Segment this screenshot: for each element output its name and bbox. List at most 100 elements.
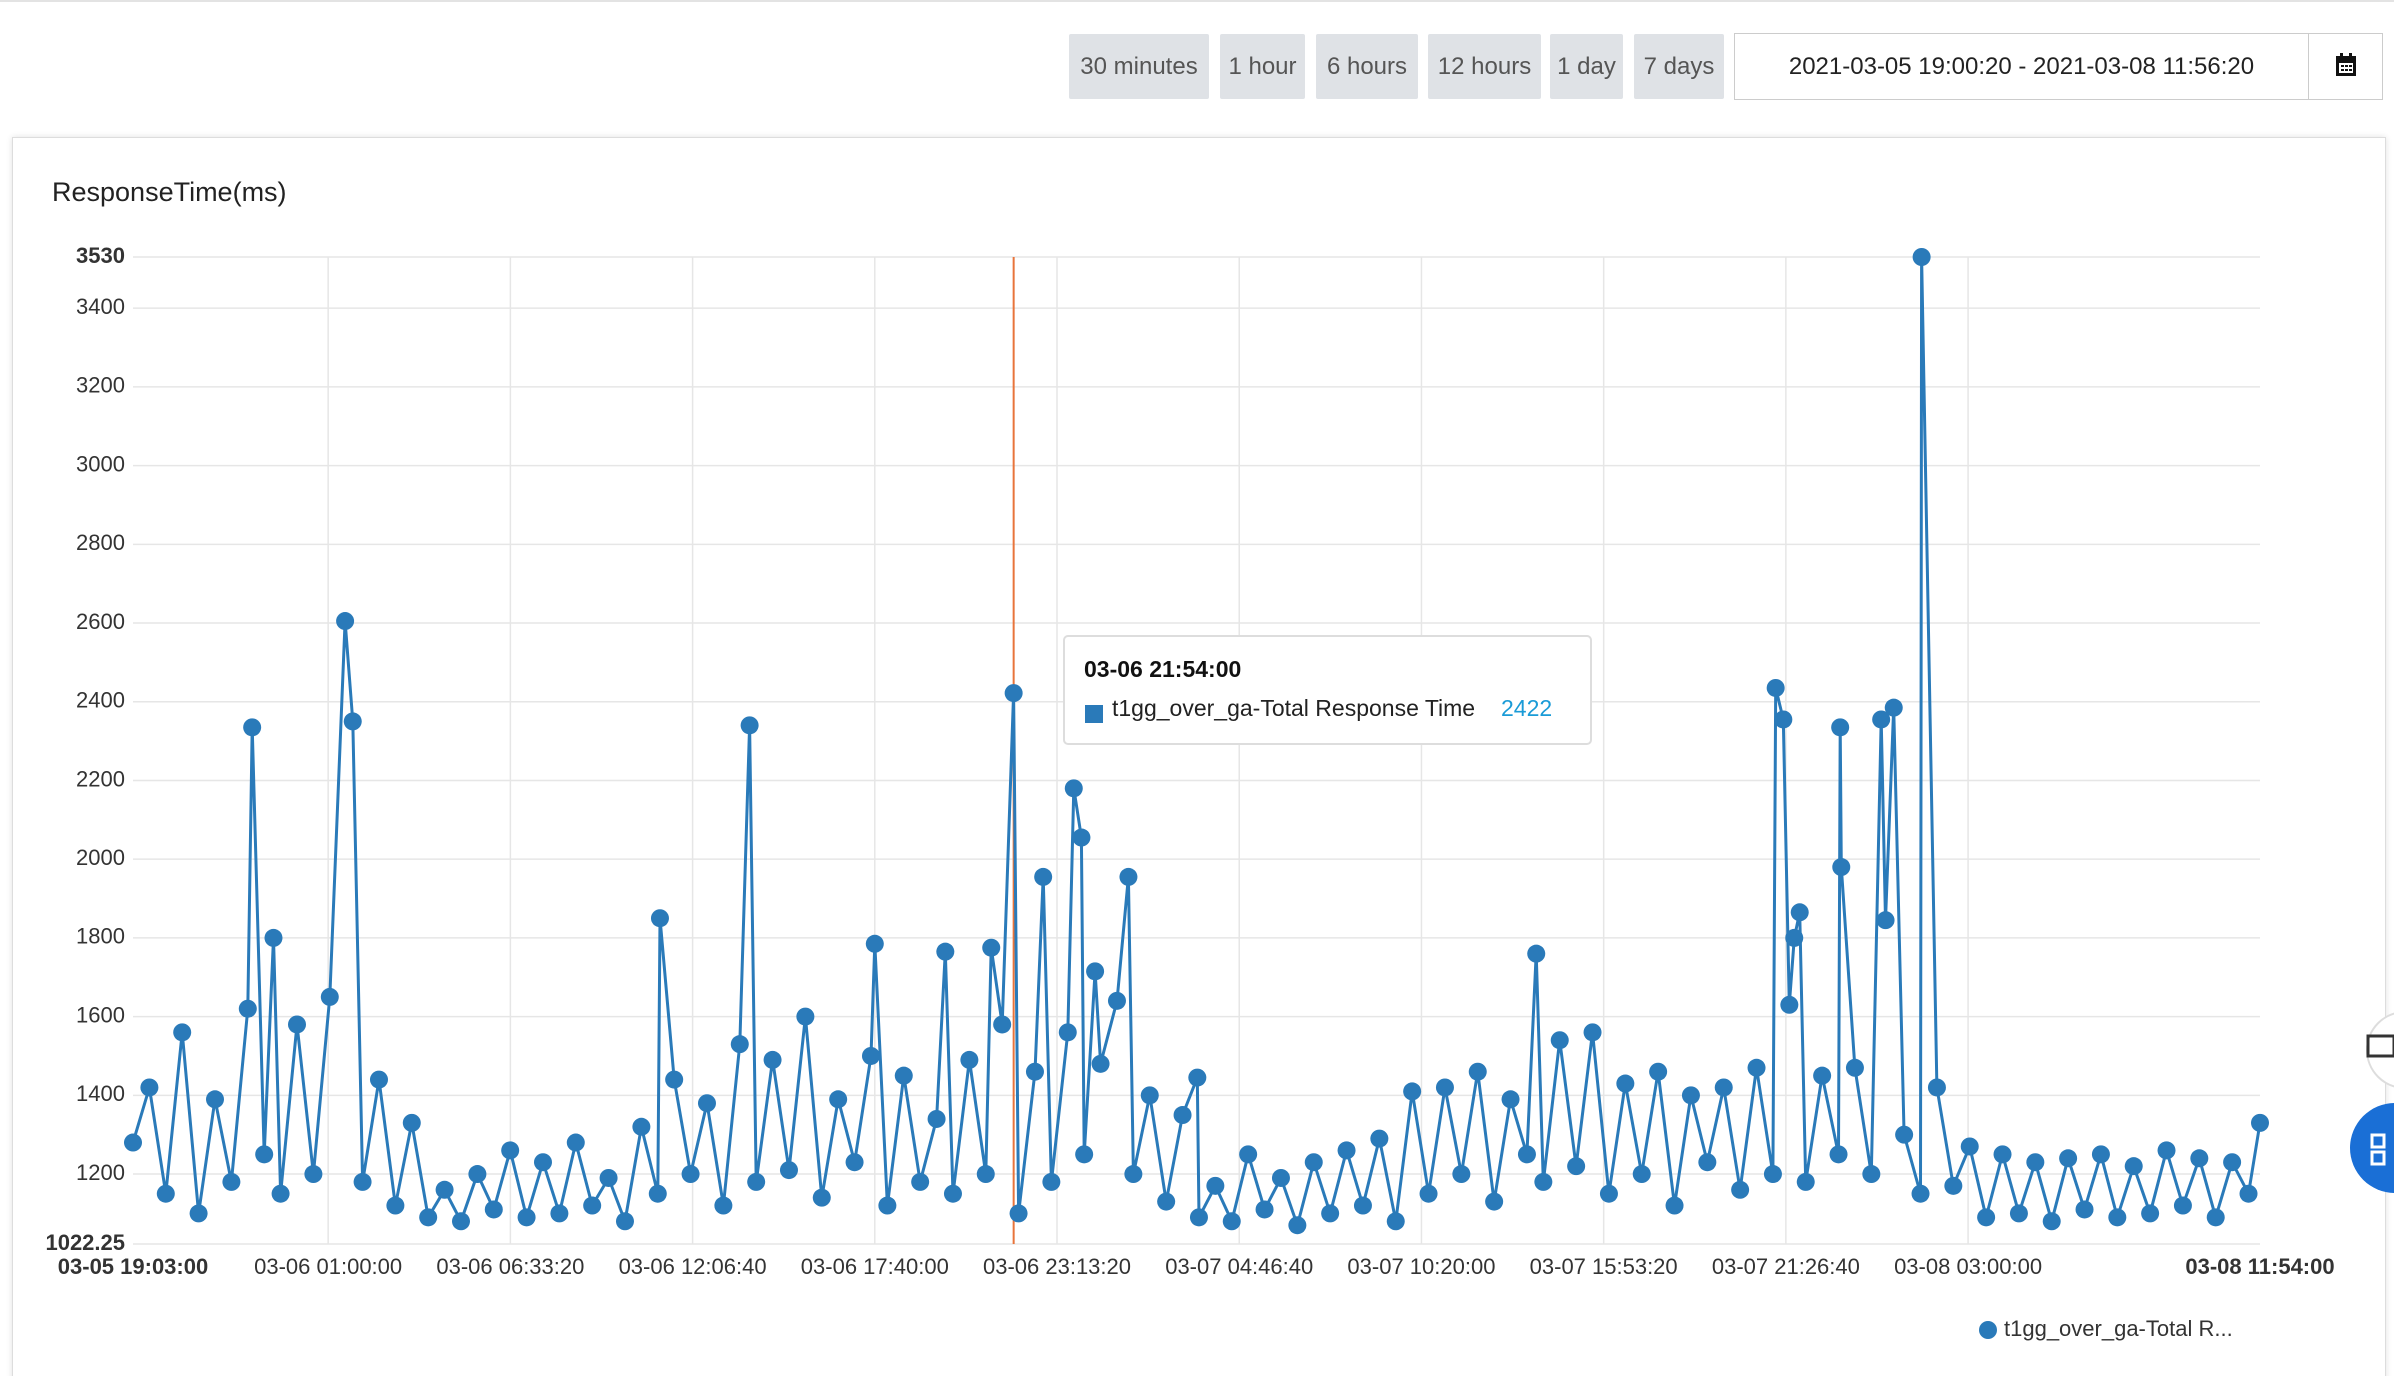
data-point [451, 1212, 470, 1231]
data-point [1419, 1184, 1438, 1203]
data-point [583, 1196, 602, 1215]
x-tick-label: 03-06 06:33:20 [436, 1254, 584, 1279]
data-point [386, 1196, 405, 1215]
range-button[interactable]: 7 days [1634, 34, 1724, 99]
data-point [1599, 1184, 1618, 1203]
data-point [2124, 1157, 2143, 1176]
y-tick-label: 1600 [76, 1002, 125, 1027]
range-button[interactable]: 1 hour [1220, 34, 1305, 99]
data-point [1714, 1078, 1733, 1097]
data-point [894, 1066, 913, 1085]
data-point [402, 1113, 421, 1132]
data-point [484, 1200, 503, 1219]
x-tick-label: 03-08 11:54:00 [2185, 1254, 2334, 1279]
data-point [1813, 1066, 1832, 1085]
chat-button[interactable] [2366, 1012, 2394, 1088]
data-point [615, 1212, 634, 1231]
data-point [936, 942, 955, 961]
data-point [336, 612, 355, 631]
chart-title: ResponseTime(ms) [52, 177, 287, 207]
data-point [156, 1184, 175, 1203]
data-point [205, 1090, 224, 1109]
x-tick-label: 03-05 19:03:00 [58, 1254, 208, 1279]
tooltip-box [1063, 635, 1592, 745]
data-point [1140, 1086, 1159, 1105]
data-point [681, 1165, 700, 1184]
data-point [243, 718, 262, 737]
y-tick-label: 1022.25 [45, 1230, 125, 1255]
data-point [1435, 1078, 1454, 1097]
y-tick-label: 2600 [76, 609, 125, 634]
range-button[interactable]: 12 hours [1428, 34, 1541, 99]
data-point [320, 987, 339, 1006]
y-tick-label: 2800 [76, 530, 125, 555]
y-tick-label: 1400 [76, 1081, 125, 1106]
data-point [343, 712, 362, 731]
data-point [714, 1196, 733, 1215]
data-point [1832, 858, 1851, 877]
data-point [1862, 1165, 1881, 1184]
data-point [1091, 1054, 1110, 1073]
data-point [982, 938, 1001, 957]
data-point [1665, 1196, 1684, 1215]
data-point [2141, 1204, 2160, 1223]
range-button[interactable]: 30 minutes [1069, 34, 1209, 99]
data-point [550, 1204, 569, 1223]
data-point [878, 1196, 897, 1215]
data-point [861, 1046, 880, 1065]
data-point [1550, 1031, 1569, 1050]
data-point [1034, 867, 1053, 886]
data-point [1780, 995, 1799, 1014]
data-point [222, 1172, 241, 1191]
data-point [238, 999, 257, 1018]
data-point [927, 1109, 946, 1128]
data-point [747, 1172, 766, 1191]
data-point [173, 1023, 192, 1042]
data-point [271, 1184, 290, 1203]
y-tick-label: 3530 [76, 243, 125, 268]
y-tick-label: 2400 [76, 688, 125, 713]
data-point [1829, 1145, 1848, 1164]
range-button[interactable]: 1 day [1550, 34, 1623, 99]
data-point [943, 1184, 962, 1203]
data-point [1206, 1176, 1225, 1195]
tooltip-series: t1gg_over_ga-Total Response Time [1112, 695, 1475, 721]
data-point [287, 1015, 306, 1034]
data-point [648, 1184, 667, 1203]
tooltip-value: 2422 [1501, 695, 1552, 721]
data-point [1288, 1216, 1307, 1235]
data-point [845, 1153, 864, 1172]
data-point [189, 1204, 208, 1223]
data-point [697, 1094, 716, 1113]
data-point [763, 1050, 782, 1069]
date-range[interactable]: 2021-03-05 19:00:20 - 2021-03-08 11:56:2… [1734, 33, 2309, 100]
x-tick-label: 03-07 21:26:40 [1712, 1254, 1860, 1279]
x-tick-label: 03-06 23:13:20 [983, 1254, 1131, 1279]
top-border [0, 0, 2394, 2]
data-point [1064, 779, 1083, 798]
data-point [599, 1168, 618, 1187]
data-point [993, 1015, 1012, 1034]
data-point [2059, 1149, 2078, 1168]
data-point [911, 1172, 930, 1191]
data-point [1747, 1058, 1766, 1077]
calendar-button[interactable] [2308, 33, 2383, 100]
y-tick-label: 1800 [76, 924, 125, 949]
data-point [1774, 710, 1793, 729]
data-point [650, 909, 669, 928]
calendar-icon [2336, 53, 2356, 76]
data-point [2173, 1196, 2192, 1215]
data-point [1763, 1165, 1782, 1184]
data-point [1649, 1062, 1668, 1081]
x-tick-label: 03-06 12:06:40 [619, 1254, 767, 1279]
data-point [1698, 1153, 1717, 1172]
data-point [2251, 1113, 2269, 1132]
series-line [131, 256, 2262, 1231]
tooltip: 03-06 21:54:00 t1gg_over_ga-Total Respons… [1063, 635, 1592, 745]
range-button[interactable]: 6 hours [1316, 34, 1418, 99]
data-point [1872, 710, 1891, 729]
data-point [2009, 1204, 2028, 1223]
y-tick-label: 3200 [76, 373, 125, 398]
